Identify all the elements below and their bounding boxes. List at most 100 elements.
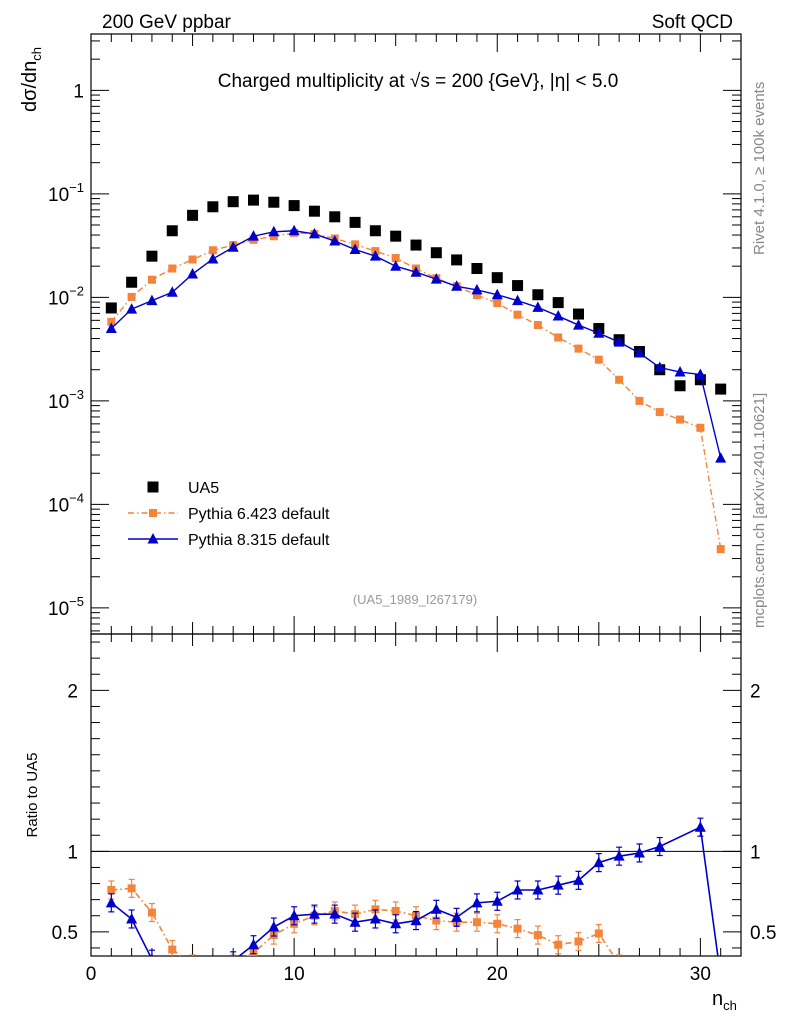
top-panel: Charged multiplicity at √s = 200 {GeV}, …	[19, 33, 742, 635]
pythia-6-423-default-ratio-point	[209, 963, 217, 971]
pythia-8-315-default-ratio-point	[232, 954, 234, 956]
pythia-8-315-default-point	[268, 225, 280, 237]
pythia-8-315-default-point	[715, 452, 727, 463]
ratio-panel: 0.5 0.5 1 1 2 2 Ratio to UA5	[24, 633, 776, 982]
header-left-label: 200 GeV ppbar	[102, 12, 232, 33]
pythia-6-423-default-point	[635, 396, 644, 405]
pythia-8-315-default-ratio-point	[390, 917, 402, 929]
pythia-8-315-default-point	[532, 301, 544, 312]
pythia-8-315-default-point	[207, 252, 219, 264]
pythia-8-315-default-point	[227, 241, 239, 252]
top-y-axis-label: dσ/dnch	[19, 47, 44, 112]
legend-label-pythia-8-315-default: Pythia 8.315 default	[188, 532, 330, 549]
y-tick-label: 10−4	[48, 490, 84, 516]
pythia-8-315-default-point	[166, 286, 178, 297]
pythia-6-423-default-point	[107, 317, 116, 326]
ua5-point	[715, 383, 727, 395]
ratio-y-tick-label-right: 2	[750, 681, 761, 702]
chart-title: Charged multiplicity at √s = 200 {GeV}, …	[218, 71, 619, 92]
pythia-8-315-default-point	[512, 294, 524, 306]
pythia-6-423-default-point	[493, 299, 502, 308]
pythia-6-423-default-ratio-point	[371, 905, 380, 914]
pythia-6-423-default-point	[208, 246, 217, 255]
pythia-6-423-default-point	[147, 275, 156, 284]
pythia-8-315-default-point	[491, 288, 503, 300]
ua5-point	[390, 230, 402, 242]
pythia-6-423-default-point	[391, 254, 400, 263]
pythia-8-315-default-point	[248, 230, 259, 241]
ua5-point	[491, 272, 503, 284]
pythia-6-423-default-line	[110, 232, 722, 550]
pythia-8-315-default-ratio-point	[552, 879, 564, 890]
pythia-8-315-default-ratio-point	[248, 938, 259, 950]
pythia-6-423-default-point	[615, 375, 624, 384]
pythia-8-315-default-ratio-point	[573, 874, 584, 885]
ratio-axis-ticks: 0.5 0.5 1 1 2 2	[52, 634, 776, 956]
pythia-8-315-default-point	[105, 322, 117, 334]
ratio-y-tick-label-right: 1	[750, 842, 761, 863]
y-tick-label: 10−1	[48, 180, 84, 206]
ua5-point	[694, 374, 706, 386]
pythia-6-423-default-point	[655, 408, 664, 417]
pythia-6-423-default-ratio-point	[229, 960, 237, 968]
y-tick-label: 10−2	[48, 283, 84, 309]
pythia-8-315-default-ratio-point	[532, 883, 544, 895]
pythia-6-423-default-point	[533, 321, 542, 330]
pythia-8-315-default-ratio-point	[207, 966, 218, 977]
pythia-6-423-default-ratio-line	[111, 887, 615, 956]
ua5-point	[430, 247, 442, 259]
legend-marker-ua5	[147, 481, 159, 493]
pythia-6-423-default-ratio-point	[168, 945, 177, 954]
ua5-point	[410, 239, 422, 251]
pythia-8-315-default-ratio-point	[187, 971, 198, 982]
pythia-8-315-default-ratio-point	[451, 911, 463, 922]
ua5-point	[187, 209, 199, 221]
pythia-6-423-default-ratio-point	[189, 960, 197, 968]
pythia-8-315-default-point	[593, 327, 605, 338]
pythia-8-315-default-ratio-line	[110, 826, 719, 956]
pythia-8-315-default-ratio-point	[512, 883, 524, 895]
y-tick-label: 10−3	[48, 387, 84, 413]
pythia-6-423-default-point	[554, 333, 563, 342]
pythia-6-423-default-ratio-point	[594, 929, 603, 938]
pythia-8-315-default-point	[126, 303, 138, 314]
pythia-8-315-default-ratio-point	[715, 971, 726, 982]
pythia-8-315-default-point	[674, 366, 686, 377]
pythia-6-423-default-point	[594, 355, 603, 364]
legend-label-pythia-6-423-default: Pythia 6.423 default	[188, 506, 330, 523]
top-data-layer	[105, 194, 727, 554]
pythia-8-315-default-ratio-point	[126, 912, 138, 924]
ratio-y-axis-label: Ratio to UA5	[24, 752, 41, 837]
pythia-8-315-default-point	[187, 268, 199, 279]
pythia-8-315-default-ratio-point	[308, 908, 320, 919]
x-tick-label: 0	[86, 964, 97, 985]
pythia-8-315-default-ratio-point	[349, 916, 361, 927]
pythia-8-315-default-ratio-point	[369, 912, 381, 924]
pythia-6-423-default-point	[472, 291, 481, 300]
ua5-point	[349, 216, 361, 228]
pythia-8-315-default-point	[451, 280, 463, 291]
pythia-6-423-default-point	[676, 415, 685, 424]
ua5-point	[512, 280, 524, 292]
legend-marker-pythia-8-315-default	[147, 533, 159, 544]
ratio-y-tick-label-left: 0.5	[52, 923, 78, 944]
ua5-point	[268, 196, 280, 208]
legend: UA5 Pythia 6.423 default Pythia 8.315 defa…	[128, 480, 330, 549]
ua5-point	[248, 194, 259, 206]
legend-label-ua5: UA5	[188, 480, 219, 497]
pythia-8-315-default-point	[471, 283, 483, 295]
ratio-data-layer	[105, 817, 726, 982]
pythia-8-315-default-ratio-point	[268, 921, 280, 932]
ua5-point	[166, 225, 178, 237]
pythia-8-315-default-point	[552, 310, 564, 321]
ua5-point	[674, 380, 686, 392]
pythia-8-315-default-point	[613, 336, 625, 347]
pythia-6-423-default-ratio-point	[147, 908, 156, 917]
pythia-6-423-default-ratio-point	[472, 918, 481, 927]
pythia-8-315-default-point	[369, 250, 381, 261]
pythia-8-315-default-point	[390, 260, 402, 271]
ua5-point	[451, 254, 463, 266]
pythia-8-315-default-ratio-point	[633, 846, 645, 858]
pythia-6-423-default-point	[696, 423, 705, 432]
pythia-8-315-default-ratio-point	[430, 903, 442, 914]
